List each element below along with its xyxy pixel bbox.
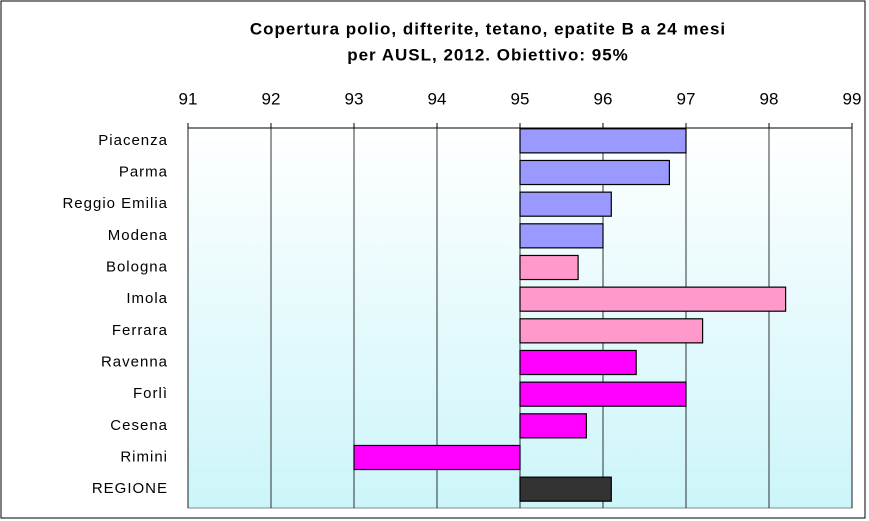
bar <box>519 476 612 502</box>
bar <box>519 286 787 312</box>
x-tick-label: 96 <box>594 89 613 108</box>
y-tick-label: Imola <box>126 290 168 307</box>
y-tick-label: Parma <box>119 163 168 180</box>
bar <box>519 318 704 344</box>
y-tick-label: Reggio Emilia <box>62 195 168 212</box>
y-tick-label: Ferrara <box>112 322 168 339</box>
y-tick-label: REGIONE <box>92 480 168 497</box>
y-tick-label: Rimini <box>120 448 168 465</box>
y-tick-label: Bologna <box>106 258 168 275</box>
y-tick-label: Piacenza <box>98 132 168 149</box>
x-tick-label: 92 <box>262 89 281 108</box>
x-tick-label: 97 <box>677 89 696 108</box>
bar <box>519 128 687 154</box>
bar <box>519 191 612 217</box>
x-tick-label: 98 <box>760 89 779 108</box>
x-tick-label: 93 <box>345 89 364 108</box>
bar <box>519 159 670 186</box>
x-tick-label: 94 <box>428 89 447 108</box>
y-tick-label: Forlì <box>133 385 168 402</box>
x-tick-label: 95 <box>511 89 530 108</box>
y-tick-label: Modena <box>108 227 168 244</box>
bar <box>519 254 579 281</box>
bar <box>519 223 604 249</box>
chart-title: Copertura polio, difterite, tetano, epat… <box>250 19 726 38</box>
bar <box>519 349 637 376</box>
bar <box>519 381 687 407</box>
x-tick-label: 91 <box>179 89 198 108</box>
bar <box>353 444 521 471</box>
x-tick-label: 99 <box>843 89 862 108</box>
bar <box>519 413 588 439</box>
chart-title: per AUSL, 2012. Obiettivo: 95% <box>347 45 629 64</box>
y-tick-label: Ravenna <box>101 353 168 370</box>
y-tick-label: Cesena <box>110 417 168 434</box>
